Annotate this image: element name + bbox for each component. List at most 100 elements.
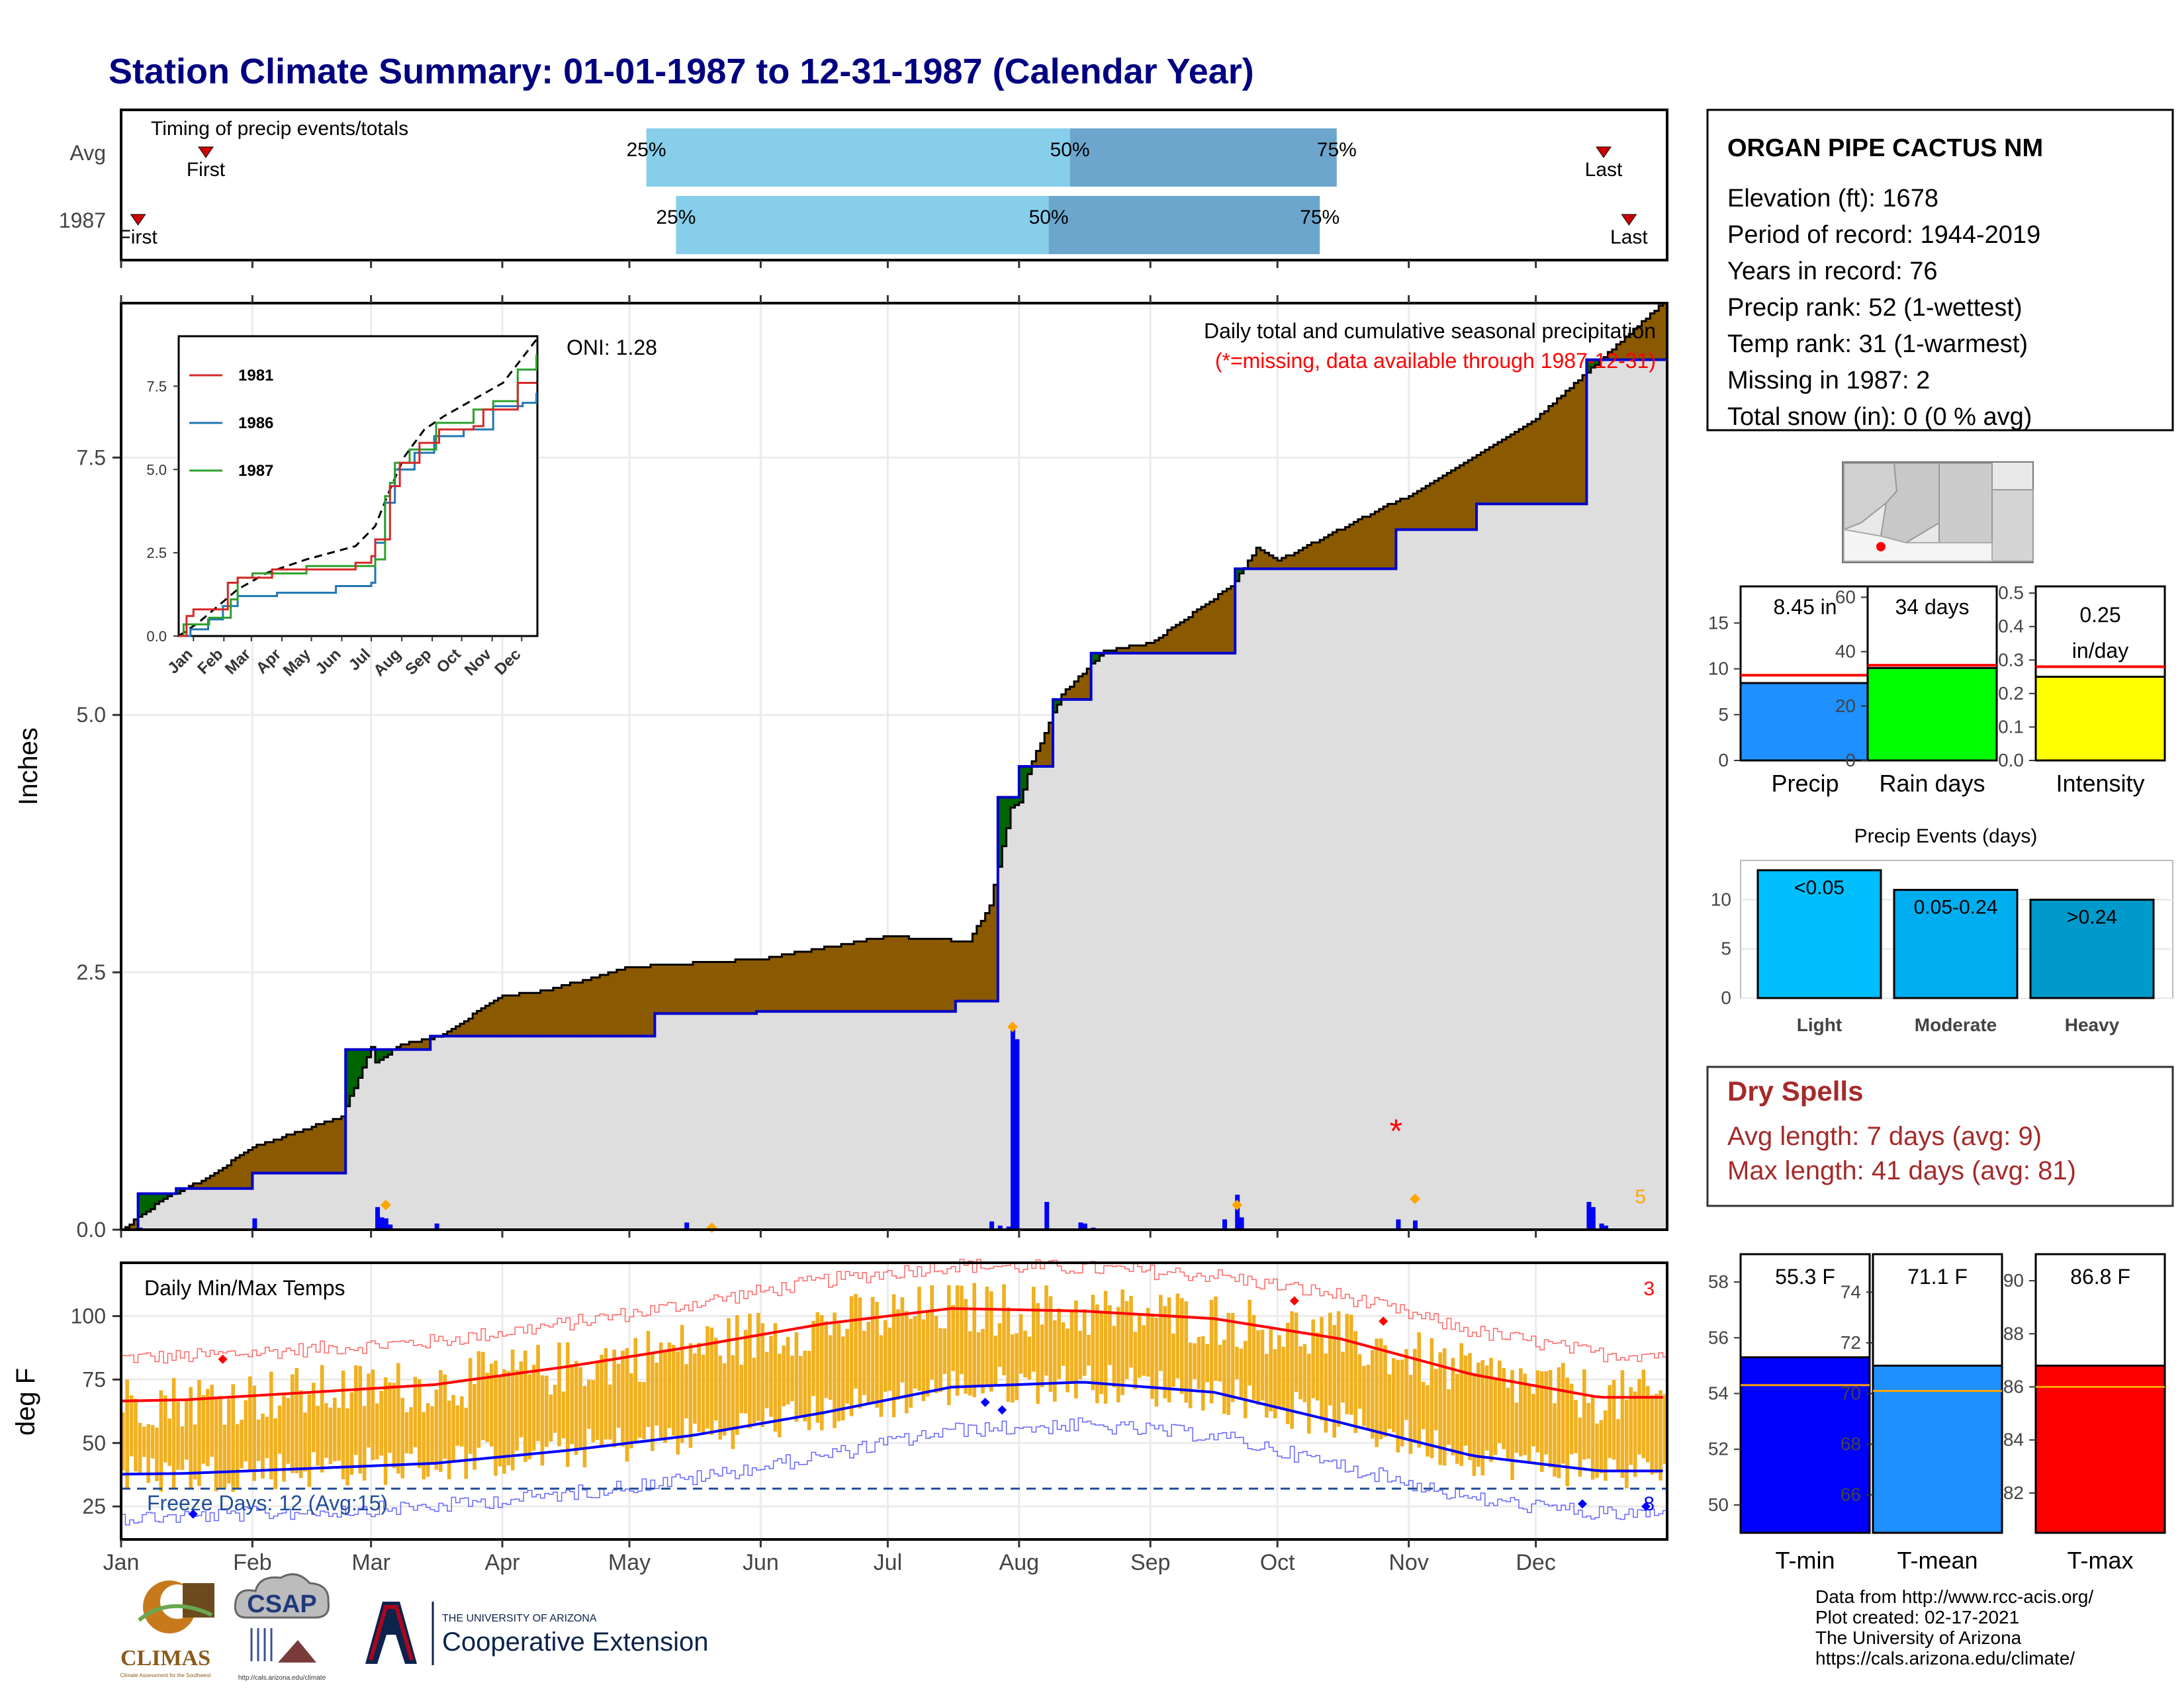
daily-temp-bar [1641,1369,1646,1459]
daily-precip-bar [1604,1225,1608,1230]
events-bar-moderate [1893,889,2019,999]
precip-surplus-fill [481,1008,486,1036]
daily-temp-bar [1142,1325,1146,1376]
timing-first-label: First [187,159,226,181]
events-category-label: Light [1797,1015,1842,1035]
daily-temp-bar [244,1400,248,1462]
daily-temp-bar [782,1346,786,1406]
precip-surplus-fill [1061,694,1066,700]
daily-temp-bar [371,1369,375,1461]
precip-y-tick: 2.5 [77,960,106,984]
precip-surplus-fill [693,962,698,1014]
precip-deficit-fill [375,1049,380,1063]
location-map [1842,461,2034,563]
precip-chart-title: Daily total and cumulative seasonal prec… [1204,319,1656,343]
daily-temp-bar [303,1412,307,1472]
daily-temp-bar [1535,1370,1540,1453]
daily-temp-bar [324,1403,328,1458]
precip-surplus-fill [697,962,702,1014]
daily-temp-bar [845,1329,849,1404]
precip-surplus-fill [1218,594,1223,653]
precip-surplus-fill [981,921,986,1001]
precip-surplus-fill [1078,676,1083,700]
precip-surplus-fill [206,1178,210,1189]
precip-surplus-fill [637,967,643,1036]
daily-temp-bar [1294,1312,1298,1393]
precip-surplus-fill [1438,478,1443,530]
daily-temp-bar [1489,1357,1493,1462]
precip-surplus-fill [1548,406,1553,504]
daily-temp-bar [1311,1319,1315,1398]
timing-bar-50-75-avg [1069,128,1337,187]
precip-surplus-fill [1273,558,1278,569]
precip-panel: 0.0 2.5 5.0 7.5 * Inches Daily total and cu… [14,302,1668,1242]
precip-surplus-fill [320,1124,325,1173]
daily-temp-bar [917,1287,921,1391]
daily-temp-bar [1430,1338,1434,1459]
precip-events-chart: Precip Events (days) 0 5 10 <0.05 Light 0.05-… [1711,825,2173,1035]
daily-temp-bar [1345,1314,1349,1414]
precip-surplus-fill [1544,411,1549,504]
daily-temp-bar [1078,1330,1082,1380]
precip-surplus-fill [815,949,821,1012]
precip-deficit-fill [997,797,1003,867]
summary-y-tick: 40 [1835,641,1856,662]
daily-temp-bar [913,1316,917,1389]
cumulative-precip-1987-line [121,302,1667,1231]
daily-temp-bar [1349,1314,1353,1415]
daily-temp-bar [1226,1312,1230,1415]
station-name: ORGAN PIPE CACTUS NM [1727,134,2043,162]
temp-bar-y-tick: 86 [2003,1376,2024,1396]
summary-value-label: 34 days [1895,595,1969,619]
daily-temp-bar [1239,1348,1244,1400]
temp-bar-t-min [1739,1356,1871,1534]
daily-temp-bar [413,1377,418,1447]
ua-logo-a-outer [365,1602,417,1664]
precip-surplus-fill [561,985,567,1036]
missing-data-marker: * [1390,1113,1402,1150]
precip-surplus-fill [896,936,901,1012]
daily-temp-bar [790,1355,794,1402]
inset-avg-line [178,339,537,637]
daily-temp-bar [891,1294,896,1418]
precip-surplus-fill [1251,555,1257,569]
precip-surplus-fill [540,990,545,1036]
daily-temp-bar [1120,1289,1124,1395]
inset-y-tick: 0.0 [146,628,167,645]
month-tick-jan: Jan [103,1550,140,1575]
precip-surplus-fill [418,1042,422,1050]
daily-temp-bar [167,1418,171,1466]
precip-surplus-fill [1150,643,1156,653]
daily-temp-bar [1561,1363,1565,1464]
summary-bar-precip [1739,682,1871,762]
precip-surplus-fill [337,1119,342,1173]
daily-temp-bar [354,1365,358,1455]
credit-line: The University of Arizona [1815,1627,2022,1648]
precip-surplus-fill [769,956,774,1012]
precip-surplus-fill [1477,455,1481,504]
precip-deficit-fill [1002,797,1007,846]
temp-record-marker [980,1397,990,1407]
precip-deficit-fill [1590,359,1596,368]
precip-surplus-fill [1082,674,1087,700]
daily-temp-bar [655,1362,659,1426]
precip-surplus-fill [1138,645,1142,653]
daily-temp-bar [786,1336,790,1405]
precip-surplus-fill [506,995,512,1036]
precip-surplus-fill [1146,643,1151,653]
daily-temp-bar [1493,1379,1498,1455]
daily-temp-bar [633,1338,637,1444]
temp-y-tick: 50 [82,1431,106,1455]
daily-temp-bar [1053,1320,1057,1402]
daily-temp-bar [1133,1332,1138,1390]
precip-surplus-fill [477,1011,482,1036]
precip-surplus-fill [134,1219,139,1230]
station-info-line: Total snow (in): 0 (0 % avg) [1727,403,2032,431]
daily-temp-bar [1599,1420,1604,1473]
daily-temp-bar [312,1383,316,1453]
daily-temp-bar [1027,1336,1032,1380]
precip-surplus-fill [1565,390,1570,504]
precip-surplus-fill [1167,629,1172,653]
precip-deficit-fill [362,1049,367,1068]
daily-temp-bar [1447,1389,1451,1445]
